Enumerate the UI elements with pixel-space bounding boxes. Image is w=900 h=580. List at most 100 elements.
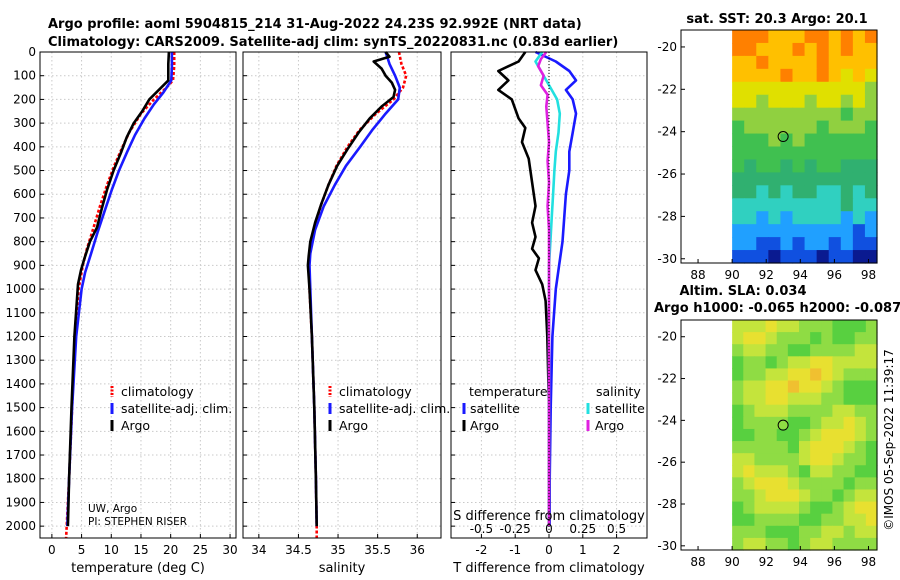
legend-argo-label: Argo (121, 418, 150, 433)
salinity-panel: 34 34.5 35 35.5 36 salinity climatology sate… (242, 51, 450, 576)
heatmap-cell (798, 380, 811, 394)
heatmap-cell (804, 107, 818, 122)
y-tick-label: 1000 (5, 282, 36, 296)
heatmap-cell (792, 172, 806, 186)
heatmap-cell (780, 94, 794, 109)
x2-tick-label: 0.5 (607, 522, 626, 536)
heatmap-cell (732, 320, 744, 333)
x2-tick-label: 0 (545, 522, 553, 536)
y-tick-label: 1100 (5, 306, 36, 320)
heatmap-cell (756, 107, 769, 122)
heatmap-cell (832, 465, 845, 478)
heatmap-cell (852, 198, 866, 212)
heatmap-cell (768, 81, 782, 96)
heatmap-cell (732, 250, 745, 264)
heatmap-cell (840, 172, 854, 186)
heatmap-cell (804, 42, 818, 57)
heatmap-cell (792, 159, 806, 173)
heatmap-cell (780, 107, 794, 122)
heatmap-cell (843, 368, 856, 382)
map-x-tick-label: 96 (827, 555, 842, 569)
x-tick-label: 0 (545, 543, 553, 557)
heatmap-cell (828, 42, 842, 57)
legend-salinity-heading: salinity (596, 384, 641, 399)
heatmap-cell (852, 81, 866, 96)
heatmap-cell (854, 332, 867, 345)
heatmap-cell (754, 380, 767, 394)
heatmap-cell (743, 332, 756, 345)
heatmap-cell (798, 404, 811, 418)
heatmap-cell (852, 30, 866, 44)
x-tick-label: 1 (579, 543, 587, 557)
heatmap-cell (843, 428, 856, 442)
heatmap-cell (810, 404, 822, 418)
legend-t-satellite-label: satellite (470, 401, 520, 416)
heatmap-cell (840, 120, 854, 135)
heatmap-cell (787, 368, 800, 382)
heatmap-cell (754, 501, 767, 515)
heatmap-cell (776, 525, 789, 539)
heatmap-cell (743, 453, 756, 466)
y-tick-label: 2000 (5, 519, 36, 533)
heatmap-cell (840, 94, 854, 109)
heatmap-cell (780, 81, 794, 96)
heatmap-cell (821, 501, 834, 515)
series-temperature-argo (496, 51, 551, 527)
heatmap-cell (744, 237, 757, 251)
heatmap-cell (732, 537, 744, 551)
heatmap-cell (744, 211, 757, 225)
heatmap-cell (816, 120, 830, 135)
difference-axes-frame (450, 51, 648, 539)
heatmap-cell (768, 133, 782, 148)
heatmap-cell (754, 404, 767, 418)
heatmap-cell (743, 489, 756, 503)
heatmap-cell (854, 465, 867, 478)
heatmap-cell (810, 525, 822, 539)
heatmap-cell (754, 525, 767, 539)
y-tick-label: 700 (13, 211, 36, 225)
heatmap-cell (756, 30, 769, 44)
heatmap-cell (768, 250, 782, 264)
heatmap-cell (816, 185, 830, 199)
heatmap-cell (765, 356, 778, 370)
temperature-axes-frame (39, 51, 237, 539)
heatmap-cell (804, 81, 818, 96)
heatmap-cell (765, 453, 778, 466)
heatmap-cell (798, 465, 811, 478)
heatmap-cell (854, 441, 867, 454)
heatmap-cell (828, 55, 842, 70)
heatmap-cell (865, 356, 878, 370)
heatmap-cell (732, 68, 745, 83)
heatmap-cell (865, 465, 878, 478)
heatmap-cell (754, 392, 767, 406)
heatmap-cell (798, 368, 811, 382)
heatmap-cell (756, 159, 769, 173)
heatmap-cell (732, 237, 745, 251)
heatmap-cell (804, 250, 818, 264)
heatmap-cell (816, 250, 830, 264)
heatmap-cell (744, 30, 757, 44)
sla-map: Altim. SLA: 0.034 Argo h1000: -0.065 h20… (654, 284, 900, 569)
heatmap-cell (732, 107, 745, 122)
heatmap-cell (864, 133, 878, 148)
heatmap-cell (843, 380, 856, 394)
heatmap-cell (810, 513, 822, 527)
heatmap-cell (840, 159, 854, 173)
heatmap-cell (765, 465, 778, 478)
heatmap-cell (765, 344, 778, 357)
heatmap-cell (787, 441, 800, 454)
heatmap-cell (768, 172, 782, 186)
heatmap-cell (787, 392, 800, 406)
heatmap-cell (854, 380, 867, 394)
heatmap-cell (787, 428, 800, 442)
heatmap-cell (798, 513, 811, 527)
heatmap-cell (732, 453, 744, 466)
heatmap-cell (852, 250, 866, 264)
heatmap-cell (821, 453, 834, 466)
heatmap-cell (810, 537, 822, 551)
heatmap-cell (821, 465, 834, 478)
x-tick-label: 10 (104, 543, 119, 557)
heatmap-cell (732, 211, 745, 225)
heatmap-cell (732, 344, 744, 357)
header-line-1: Argo profile: aoml 5904815_214 31-Aug-20… (48, 17, 582, 32)
